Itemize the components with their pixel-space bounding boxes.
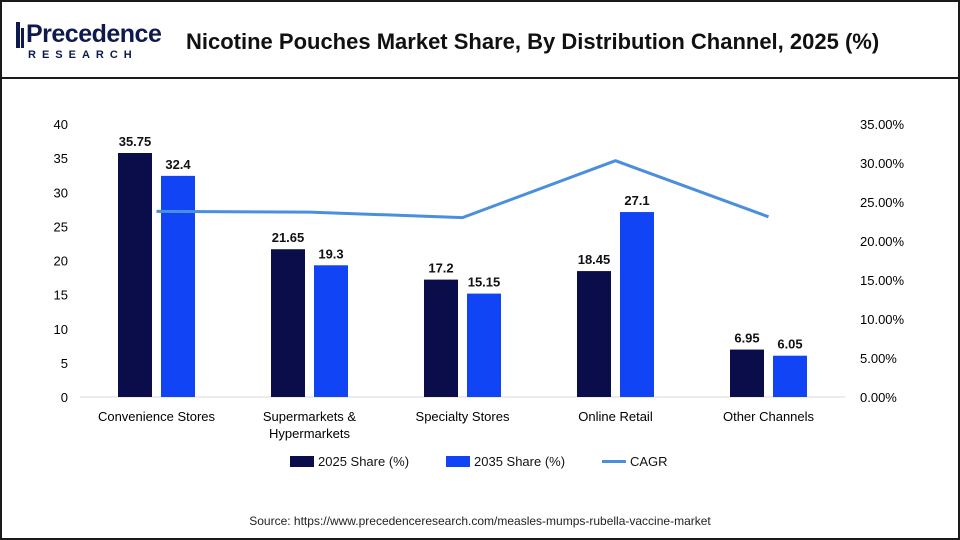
y-right-tick-label: 15.00% [860,273,905,288]
legend-label-2025: 2025 Share (%) [318,454,410,469]
bar-2035 [161,175,195,397]
chart-title: Nicotine Pouches Market Share, By Distri… [186,29,880,54]
data-label: 17.2 [428,261,453,276]
legend-item-2035: 2035 Share (%) [446,454,565,469]
data-label: 21.65 [272,230,305,245]
y-left-tick-label: 35 [54,151,68,166]
data-label: 32.4 [165,157,191,172]
legend-label-cagr: CAGR [630,454,668,469]
header-divider [0,77,960,79]
bar-2035 [314,265,348,397]
legend-swatch-2025 [290,456,314,467]
legend: 2025 Share (%) 2035 Share (%) CAGR [0,454,960,474]
data-label: 27.1 [624,193,649,208]
x-tick-label: Specialty Stores [416,409,510,424]
data-label: 15.15 [468,275,501,290]
y-left-tick-label: 30 [54,185,68,200]
source-note: Source: https://www.precedenceresearch.c… [249,514,711,528]
brand-logo: Precedence RESEARCH [16,16,166,66]
data-label: 19.3 [318,246,343,261]
y-right-tick-label: 20.00% [860,234,905,249]
data-label: 6.05 [777,337,802,352]
legend-item-2025: 2025 Share (%) [290,454,409,469]
legend-label-2035: 2035 Share (%) [474,454,566,469]
x-tick-label: Hypermarkets [269,426,350,441]
x-tick-label: Online Retail [578,409,653,424]
legend-item-cagr: CAGR [602,454,668,469]
y-left-tick-label: 25 [54,219,68,234]
y-left-tick-label: 0 [61,390,68,405]
bar-2025 [424,279,458,397]
data-label: 18.45 [578,252,611,267]
bar-2025 [271,249,305,397]
bar-2025 [730,349,764,397]
data-label: 35.75 [119,134,152,149]
y-right-tick-label: 35.00% [860,117,905,132]
y-right-tick-label: 30.00% [860,156,905,171]
bar-2025 [118,153,152,397]
cagr-line [156,159,770,220]
bar-2025 [577,271,611,397]
bar-2035 [773,355,807,397]
y-right-tick-label: 25.00% [860,195,905,210]
y-left-tick-label: 15 [54,288,68,303]
y-right-tick-label: 10.00% [860,312,905,327]
y-left-tick-label: 40 [54,117,68,132]
y-right-tick-label: 5.00% [860,351,897,366]
y-left-tick-label: 20 [54,254,68,269]
logo-subtitle: RESEARCH [28,49,138,61]
legend-swatch-cagr [602,460,626,463]
logo-wordmark: Precedence [26,20,162,48]
y-left-tick-label: 10 [54,322,68,337]
legend-swatch-2035 [446,456,470,467]
header: Precedence RESEARCH Nicotine Pouches Mar… [2,2,958,78]
bar-2035 [620,212,654,397]
logo-mark-icon [16,22,24,48]
x-tick-label: Convenience Stores [98,409,216,424]
x-tick-label: Supermarkets & [263,409,357,424]
data-label: 6.95 [734,331,759,346]
y-left-tick-label: 5 [61,356,68,371]
x-tick-label: Other Channels [723,409,815,424]
bar-2035 [467,293,501,397]
y-right-tick-label: 0.00% [860,390,897,405]
